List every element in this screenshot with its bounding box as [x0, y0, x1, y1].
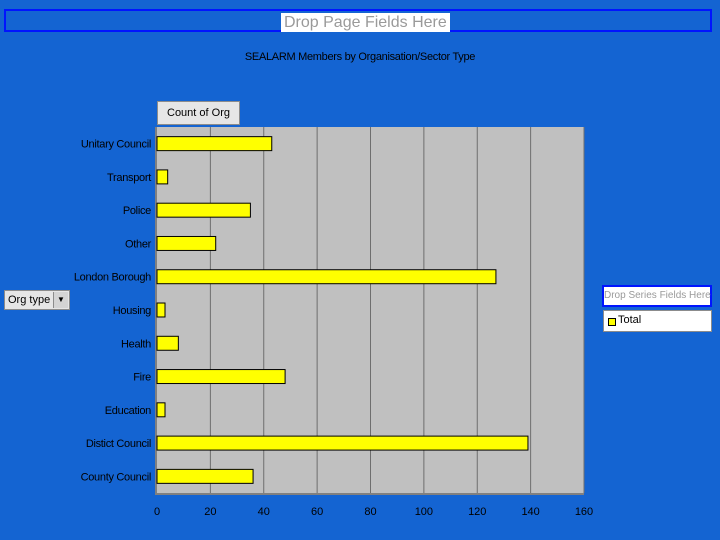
x-tick-label: 80	[364, 506, 376, 518]
category-label: Unitary Council	[81, 139, 151, 151]
category-label: Health	[121, 338, 151, 350]
x-tick-label: 120	[468, 506, 486, 518]
category-label: Police	[123, 205, 151, 217]
bar-housing	[156, 302, 166, 318]
series-field-drop-zone[interactable]: Drop Series Fields Here	[602, 285, 712, 307]
bar-education	[156, 402, 166, 418]
bar-unitary-council	[156, 136, 273, 152]
category-label: Education	[105, 405, 151, 417]
x-tick-label: 0	[154, 506, 160, 518]
bar-distict-council	[156, 435, 529, 451]
category-label: London Borough	[74, 272, 151, 284]
row-field-dropdown[interactable]: Org type ▼	[4, 290, 70, 310]
x-tick-label: 160	[575, 506, 593, 518]
legend-label-total: Total	[618, 314, 642, 326]
bar-county-council	[156, 468, 254, 484]
category-label: Fire	[133, 372, 151, 384]
x-tick-label: 20	[204, 506, 216, 518]
x-tick-label: 100	[415, 506, 433, 518]
bar-police	[156, 202, 251, 218]
legend: Total	[603, 310, 712, 332]
data-field-button[interactable]: Count of Org type	[157, 101, 240, 141]
dropdown-arrow-icon[interactable]: ▼	[53, 292, 68, 308]
bar-transport	[156, 169, 169, 185]
category-label: Other	[125, 238, 152, 250]
bar-health	[156, 335, 179, 351]
bar-london-borough	[156, 269, 497, 285]
category-label: Transport	[107, 172, 151, 184]
x-tick-label: 140	[521, 506, 539, 518]
bar-other	[156, 235, 217, 251]
x-tick-label: 60	[311, 506, 323, 518]
page-field-drop-label: Drop Page Fields Here	[281, 13, 450, 32]
row-field-label: Org type	[8, 294, 51, 306]
category-label: Distict Council	[86, 438, 151, 450]
chart-title: SEALARM Members by Organisation/Sector T…	[244, 51, 476, 63]
category-label: Housing	[113, 305, 151, 317]
plot-left-wall	[155, 127, 157, 495]
category-label: County Council	[81, 471, 151, 483]
bar-fire	[156, 369, 286, 385]
x-tick-label: 40	[258, 506, 270, 518]
series-field-drop-label: Drop Series Fields Here	[604, 290, 711, 301]
plot-floor	[155, 493, 584, 495]
legend-swatch-total	[608, 318, 616, 326]
page-field-drop-zone[interactable]: Drop Page Fields Here	[4, 9, 712, 32]
